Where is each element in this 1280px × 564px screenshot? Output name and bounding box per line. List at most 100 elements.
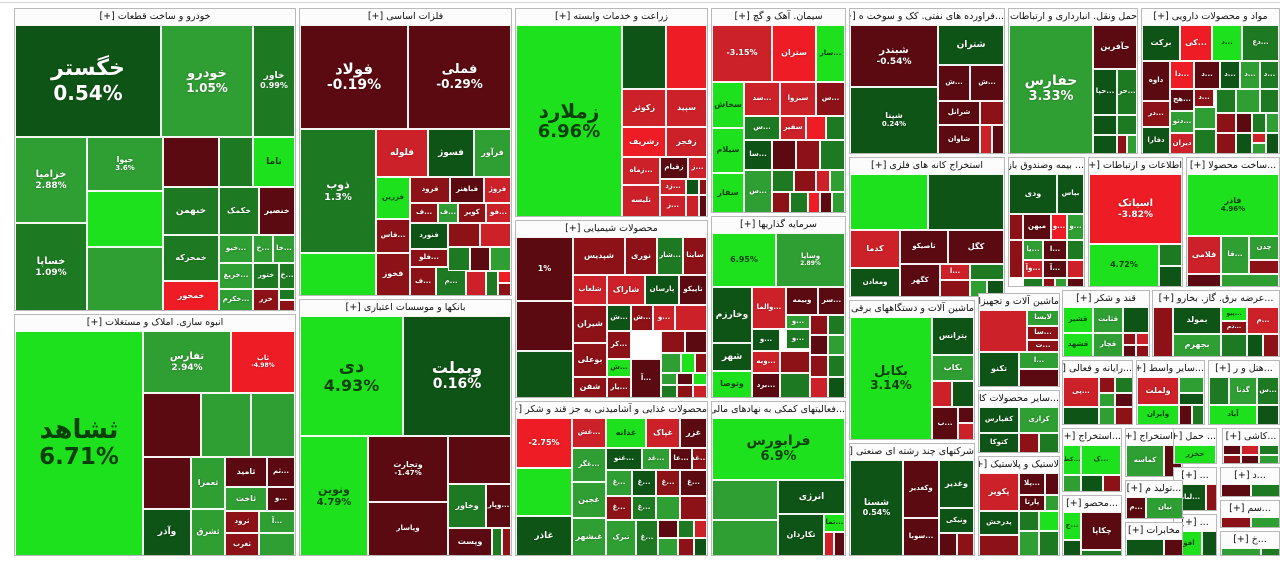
tile[interactable] — [1251, 517, 1279, 527]
tile-اسیاتک[interactable]: اسیاتک -3.82% — [1089, 174, 1182, 244]
tile[interactable] — [492, 528, 502, 555]
tile-ثغرب[interactable]: ثغرب — [225, 533, 259, 555]
tile[interactable] — [772, 170, 794, 192]
tile-ذوب[interactable]: ذوب 1.3% — [300, 129, 376, 253]
tile-خمحور[interactable]: خمحور — [163, 281, 219, 310]
tile-وخاور[interactable]: وخاور — [448, 484, 486, 528]
tile-...ش[interactable]: ...ش — [607, 305, 631, 331]
tile[interactable] — [1081, 550, 1121, 555]
tile-شرانل[interactable]: شرانل — [938, 101, 980, 125]
tile-بوعلی[interactable]: بوعلی — [573, 343, 607, 377]
tile-فرآور[interactable]: فرآور — [474, 129, 511, 177]
tile-...ثم[interactable]: ...ثم — [267, 457, 295, 487]
tile[interactable] — [940, 280, 970, 296]
tile[interactable] — [1192, 405, 1204, 424]
tile-شبندر[interactable]: شبندر -0.54% — [850, 25, 938, 87]
tile-وبیمه[interactable]: وبیمه — [786, 287, 818, 315]
tile-...غ[interactable]: ...غ — [632, 496, 656, 520]
tile-ثاب[interactable]: ثاب -4.98% — [231, 331, 295, 393]
tile-کماسه[interactable]: کماسه — [1126, 445, 1164, 476]
tile-...خ[interactable]: ...خ — [279, 263, 295, 289]
tile-...خیو[interactable]: ...خیو — [219, 235, 253, 263]
tile-چکاپا[interactable]: چکاپا — [1081, 512, 1121, 550]
tile[interactable] — [219, 137, 253, 187]
tile-...ز[interactable]: ...ز — [688, 157, 707, 179]
tile[interactable] — [712, 520, 778, 555]
tile-فملی[interactable]: فملی -0.29% — [408, 25, 511, 129]
tile-وخارزم[interactable]: وخارزم — [712, 287, 752, 343]
tile-...وپار[interactable]: ...وپار — [486, 484, 511, 528]
tile-...غ[interactable]: ...غ — [606, 470, 632, 496]
tile-...دع[interactable]: ...دع — [1242, 25, 1279, 61]
tile-خزر[interactable]: خزر — [253, 289, 279, 310]
tile[interactable] — [928, 174, 1004, 230]
tile[interactable] — [794, 170, 816, 192]
tile[interactable] — [1236, 113, 1252, 133]
tile[interactable] — [1259, 455, 1279, 463]
tile-...برد[interactable]: ...برد — [752, 373, 780, 397]
tile[interactable] — [958, 423, 974, 439]
tile[interactable] — [300, 253, 376, 295]
tile[interactable]: 6.95% — [712, 233, 776, 287]
sector-header[interactable]: انبوه سازی. املاک و مستغلات [+] — [15, 315, 295, 332]
tile-...والما[interactable]: ...والما — [752, 287, 786, 329]
sector-header[interactable]: ...رایانه و فعالی [+] — [1063, 361, 1132, 378]
tile[interactable] — [1115, 393, 1132, 407]
tile-...ز[interactable]: ...ز — [660, 195, 686, 216]
tile[interactable] — [677, 373, 693, 385]
tile[interactable] — [816, 170, 830, 192]
sector-header[interactable]: ...استخراج [+] — [1063, 429, 1121, 446]
tile[interactable] — [958, 407, 974, 423]
tile[interactable] — [678, 520, 694, 538]
tile[interactable] — [1221, 484, 1251, 496]
tile-...خریغ[interactable]: ...خریغ — [219, 263, 253, 289]
tile[interactable] — [987, 280, 1004, 296]
tile[interactable] — [163, 137, 219, 187]
tile[interactable] — [1127, 135, 1137, 153]
tile[interactable] — [1123, 333, 1136, 345]
tile[interactable] — [1164, 539, 1182, 555]
tile[interactable] — [279, 300, 295, 310]
tile-غبشهر[interactable]: غبشهر — [572, 518, 606, 555]
tile-...زد[interactable]: ...زد — [660, 179, 686, 195]
tile-...ک[interactable]: ...ک — [1081, 445, 1121, 475]
tile[interactable] — [694, 520, 707, 538]
tile[interactable] — [1179, 393, 1204, 405]
tile-بکاب[interactable]: بکاب — [932, 355, 974, 381]
tile-...س[interactable]: ...س — [816, 82, 845, 116]
tile[interactable] — [1236, 133, 1252, 153]
tile-...س[interactable]: ...س — [1257, 377, 1279, 405]
tile-...س[interactable]: ...س — [744, 170, 772, 212]
tile-فروژ[interactable]: فروژ — [484, 177, 511, 203]
tile-شفن[interactable]: شفن — [573, 377, 607, 397]
tile-شهر[interactable]: شهر — [712, 343, 752, 371]
tile-...م[interactable]: ...م — [436, 267, 466, 295]
tile[interactable] — [1117, 115, 1137, 135]
tile[interactable] — [1045, 473, 1059, 495]
tile[interactable] — [1067, 278, 1084, 286]
tile-فنورد[interactable]: فنورد — [410, 223, 448, 249]
tile[interactable] — [661, 353, 681, 373]
tile[interactable] — [820, 192, 832, 212]
tile[interactable] — [1115, 407, 1132, 424]
tile[interactable] — [970, 280, 987, 296]
tile-...غش[interactable]: ...غش — [572, 418, 606, 448]
tile[interactable] — [1009, 240, 1023, 278]
tile[interactable] — [661, 331, 685, 353]
sector-header[interactable]: محصولات شیمیایی [+] — [516, 221, 707, 238]
tile[interactable] — [820, 140, 845, 170]
sector-header[interactable]: ...سم [+] — [1221, 501, 1279, 518]
tile-...دتو[interactable]: ...دتو — [1170, 111, 1194, 133]
tile[interactable] — [1117, 135, 1127, 153]
tile[interactable] — [1261, 548, 1279, 555]
tile-ثامید[interactable]: ثامید — [225, 457, 267, 487]
tile-...ف[interactable]: ...ف — [438, 203, 458, 223]
tile-خمحرکه[interactable]: خمحرکه — [163, 235, 219, 281]
tile-شپنا[interactable]: شپنا 0.24% — [850, 87, 938, 153]
tile[interactable] — [826, 116, 845, 140]
tile[interactable] — [658, 538, 678, 555]
tile[interactable] — [1055, 278, 1067, 286]
tile-قچار[interactable]: قچار — [1093, 333, 1123, 356]
tile-بپاس[interactable]: بپاس — [1057, 174, 1084, 214]
tile-...زماه[interactable]: ...زماه — [622, 157, 660, 185]
